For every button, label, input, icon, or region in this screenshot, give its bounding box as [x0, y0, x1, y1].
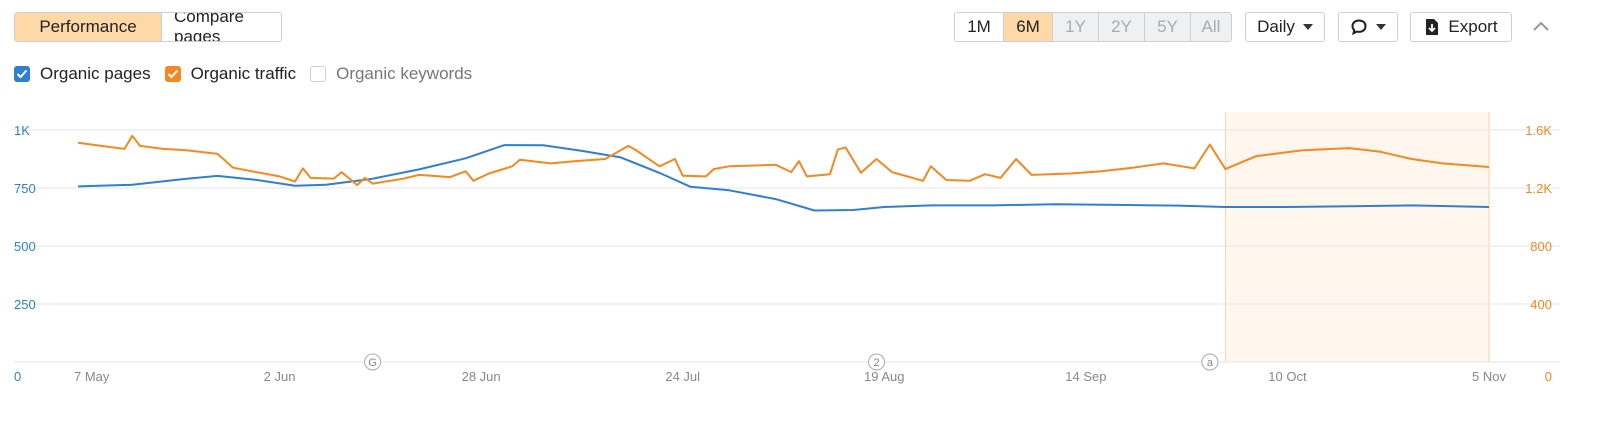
- export-file-icon: [1426, 19, 1439, 35]
- annotation-marker: [364, 353, 382, 371]
- y-right-tick-label: 400: [1530, 297, 1552, 312]
- tab-compare-pages[interactable]: Compare pages: [162, 13, 281, 41]
- view-toggle: Performance Compare pages: [14, 12, 282, 42]
- interval-dropdown[interactable]: Daily: [1245, 12, 1325, 42]
- interval-label: Daily: [1257, 17, 1295, 36]
- y-left-tick-label: 0: [14, 369, 21, 384]
- export-label: Export: [1448, 17, 1498, 36]
- y-right-tick-label: 1.2K: [1525, 181, 1552, 196]
- annotations-dropdown[interactable]: [1338, 12, 1398, 42]
- y-left-tick-label: 500: [14, 239, 36, 254]
- organic-chart: 0 0 250 400 500 800 750 1.2K 1K 1.6K 7 May 2 Jun 28 …: [14, 112, 1560, 384]
- legend-label: Organic traffic: [190, 64, 297, 83]
- chevron-down-icon: [1376, 24, 1386, 30]
- range-6m-button[interactable]: 6M: [1004, 13, 1053, 41]
- x-tick-label: 24 Jul: [665, 369, 700, 384]
- y-left-tick-label: 1K: [14, 123, 30, 138]
- comment-icon: [1351, 19, 1367, 36]
- export-button[interactable]: Export: [1410, 12, 1512, 42]
- range-1y-button[interactable]: 1Y: [1053, 13, 1099, 41]
- x-tick-label: 14 Sep: [1065, 369, 1106, 384]
- y-left-tick-label: 250: [14, 297, 36, 312]
- x-tick-label: 28 Jun: [462, 369, 501, 384]
- series-line-organic-traffic: [77, 134, 1490, 187]
- chevron-up-icon[interactable]: [1532, 19, 1550, 33]
- annotation-label: G: [368, 357, 377, 369]
- x-tick-label: 10 Oct: [1268, 369, 1307, 384]
- checkbox-checked-icon[interactable]: [164, 66, 181, 82]
- series-legend: Organic pages Organic traffic Organic ke…: [14, 64, 486, 84]
- x-tick-label: 2 Jun: [264, 369, 296, 384]
- legend-organic-keywords[interactable]: Organic keywords: [310, 64, 472, 84]
- chevron-down-icon: [1302, 24, 1313, 30]
- annotation-marker: [1201, 353, 1219, 371]
- checkbox-checked-icon[interactable]: [14, 66, 30, 82]
- range-2y-button[interactable]: 2Y: [1099, 13, 1145, 41]
- range-selector: 1M 6M 1Y 2Y 5Y All: [954, 12, 1232, 42]
- y-right-tick-label: 0: [1545, 369, 1552, 384]
- series-line-organic-pages: [77, 144, 1490, 212]
- x-tick-label: 7 May: [74, 369, 110, 384]
- annotation-marker: [868, 353, 886, 371]
- legend-organic-traffic[interactable]: Organic traffic: [164, 64, 297, 84]
- checkbox-unchecked-icon[interactable]: [310, 66, 327, 82]
- legend-label: Organic keywords: [336, 64, 473, 83]
- y-right-tick-label: 800: [1530, 239, 1552, 254]
- annotation-label: a: [1207, 357, 1214, 369]
- range-1m-button[interactable]: 1M: [955, 13, 1004, 41]
- x-tick-label: 5 Nov: [1472, 369, 1506, 384]
- y-right-tick-label: 1.6K: [1525, 123, 1552, 138]
- legend-organic-pages[interactable]: Organic pages: [14, 64, 151, 84]
- range-5y-button[interactable]: 5Y: [1145, 13, 1191, 41]
- annotation-label: 2: [873, 357, 879, 369]
- legend-label: Organic pages: [40, 64, 151, 83]
- tab-performance[interactable]: Performance: [15, 13, 162, 41]
- y-left-tick-label: 750: [14, 181, 36, 196]
- range-all-button[interactable]: All: [1191, 13, 1231, 41]
- x-tick-label: 19 Aug: [864, 369, 905, 384]
